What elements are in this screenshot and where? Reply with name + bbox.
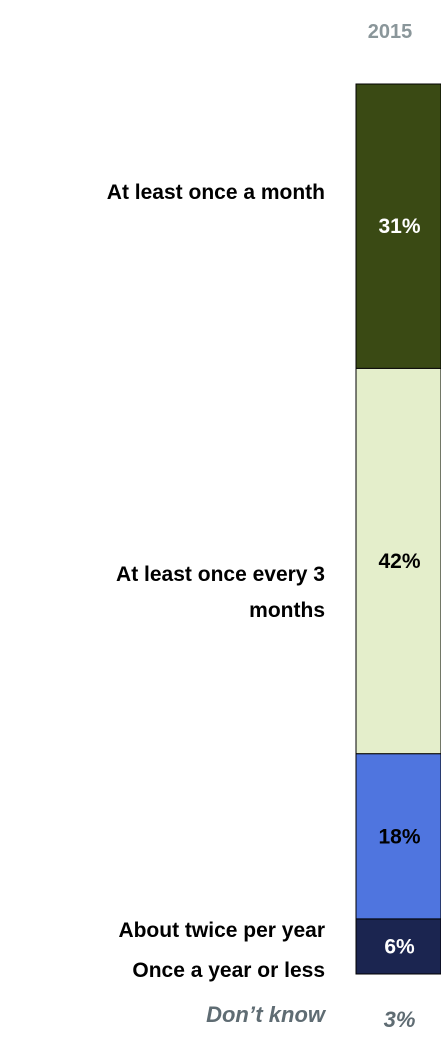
category-label-5: Don’t know — [206, 1002, 327, 1027]
bar-segment-4 — [355, 918, 441, 975]
category-label-2-line-1: At least once every 3 — [116, 563, 325, 586]
data-label-1: 31% — [378, 215, 420, 238]
category-label-4: Once a year or less — [132, 959, 325, 982]
column-header-label: 2015 — [368, 21, 413, 43]
data-label-2: 42% — [378, 550, 420, 573]
bar-segment-1 — [355, 83, 441, 369]
category-label-3: About twice per year — [118, 919, 325, 942]
category-label-2-line-2: months — [249, 599, 325, 622]
category-label-1: At least once a month — [107, 181, 325, 204]
data-label-5: 3% — [384, 1007, 416, 1032]
bar-segment-3 — [355, 753, 441, 920]
category-label-2: At least once every 3 months — [116, 563, 325, 622]
data-label-3: 18% — [378, 825, 420, 848]
bar-segment-2 — [355, 367, 441, 755]
data-label-4: 6% — [384, 935, 415, 958]
